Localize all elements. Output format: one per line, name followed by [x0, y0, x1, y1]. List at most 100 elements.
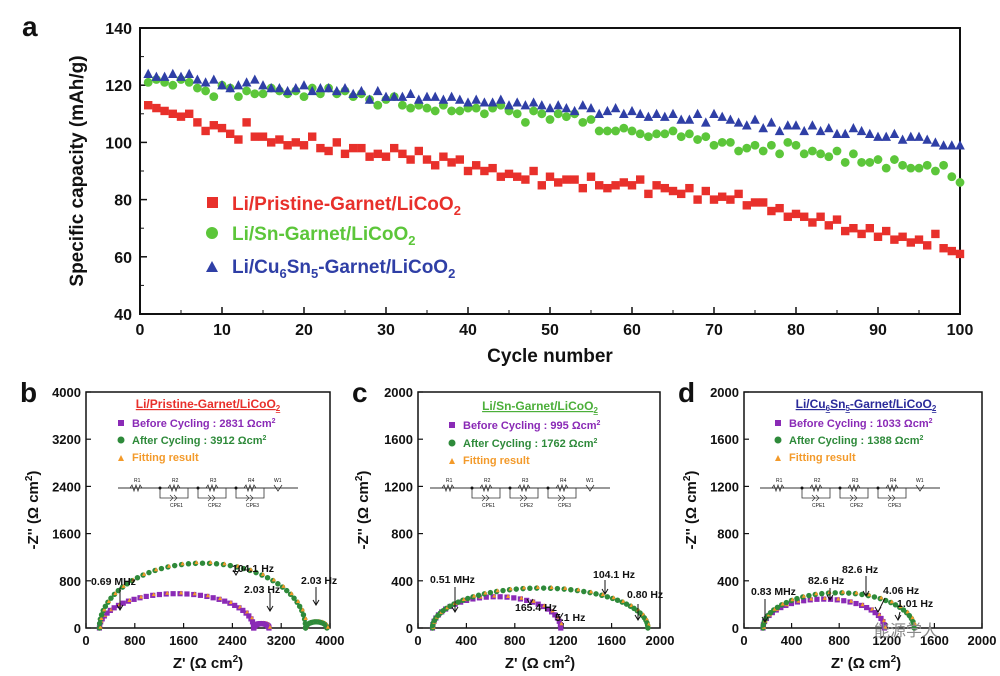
data-point: [558, 625, 564, 631]
circuit-label: R2: [172, 478, 179, 484]
data-point: [562, 175, 571, 184]
frequency-annotation: 82.6 Hz: [842, 564, 878, 576]
annotation-arrowhead: [526, 598, 534, 605]
data-point: [897, 134, 908, 144]
data-point: [856, 125, 867, 136]
data-point: [264, 574, 271, 581]
data-point: [848, 149, 858, 159]
data-point: [627, 105, 637, 116]
fit-point: [801, 593, 806, 598]
data-point: [487, 97, 498, 107]
cpe-branch: [159, 488, 189, 499]
data-point: [741, 120, 752, 130]
data-point: [938, 140, 949, 150]
fit-point: [621, 598, 626, 603]
annotation-arrowhead: [874, 606, 882, 613]
data-point: [766, 140, 776, 150]
fit-point: [249, 615, 255, 620]
data-point: [824, 221, 833, 230]
data-point: [167, 68, 178, 78]
data-point: [405, 88, 416, 98]
data-point: [192, 74, 203, 84]
cpe-symbol: [207, 494, 216, 502]
data-point: [554, 585, 561, 592]
circuit-node: [800, 486, 804, 490]
fit-point: [883, 624, 888, 629]
data-point: [955, 140, 965, 150]
data-point: [373, 100, 383, 110]
circuit-label: R1: [446, 478, 453, 484]
data-point: [578, 117, 588, 127]
data-point: [184, 77, 194, 87]
panel-c-ticks: 0 400 800 1200 1600 2000 0 400 800 1200 1600 2000: [384, 385, 674, 648]
data-point: [299, 80, 309, 90]
data-point: [300, 612, 307, 618]
data-point: [431, 161, 440, 170]
panel-c-eis-chart: c 0 400 800 1200 1600 2000 0 400 800 1200 1600 2000…: [352, 377, 674, 672]
circuit-label: CPE3: [246, 503, 259, 509]
panel-c-frame: [417, 391, 661, 629]
data-point: [783, 599, 790, 606]
resistor-symbol: [479, 483, 493, 493]
y-tick-label: 1600: [384, 432, 413, 447]
data-point: [527, 585, 533, 592]
data-point: [611, 181, 620, 190]
data-point: [911, 625, 917, 631]
y-tick-label: 1600: [710, 432, 739, 447]
data-point: [700, 117, 711, 127]
data-point: [668, 108, 678, 118]
fit-point: [521, 585, 527, 590]
circuit-node: [234, 486, 238, 490]
data-point: [586, 115, 596, 124]
fit-point: [178, 590, 184, 595]
data-point: [791, 209, 801, 219]
fit-point: [325, 624, 331, 629]
circuit-label: CPE2: [850, 503, 863, 509]
data-point: [210, 595, 216, 601]
legend-marker-before: [775, 420, 781, 426]
data-point: [783, 212, 792, 221]
data-point: [250, 89, 260, 99]
data-point: [356, 85, 367, 96]
data-point: [914, 131, 924, 141]
data-point: [556, 618, 562, 624]
legend-marker-after: [117, 436, 125, 444]
data-point: [253, 569, 259, 576]
data-point: [397, 91, 408, 101]
data-point: [430, 106, 440, 116]
fit-point: [165, 590, 170, 595]
data-point: [857, 158, 867, 167]
data-point: [659, 111, 670, 121]
fit-point: [629, 603, 634, 608]
legend-label-before: Before Cycling : 1033 Ωcm2: [789, 418, 933, 430]
fit-point: [646, 622, 651, 627]
series-1: [760, 589, 917, 631]
data-point: [475, 592, 482, 598]
y-tick-label: 800: [59, 574, 81, 589]
data-point: [524, 597, 530, 603]
panel-b-equivalent-circuit: R1 R2 R3 R4 W1 CPE1 CPE2 CPE3: [118, 478, 298, 509]
fit-point: [151, 592, 156, 597]
data-point: [568, 587, 574, 593]
data-point: [569, 105, 580, 116]
data-point: [124, 581, 130, 587]
y-tick-label: 2000: [384, 385, 413, 400]
data-point: [881, 131, 892, 141]
data-point: [553, 109, 563, 119]
fit-point: [905, 609, 910, 614]
data-point: [242, 86, 252, 96]
legend-marker-before: [118, 420, 124, 426]
legend-marker-fit: [449, 458, 455, 464]
data-point: [291, 138, 300, 147]
cpe-branch: [197, 488, 227, 499]
legend-label-before: Before Cycling : 2831 Ωcm2: [132, 418, 276, 430]
panel-c-label: c: [352, 377, 368, 408]
data-point: [660, 129, 670, 139]
data-point: [955, 249, 965, 259]
series-1: [96, 560, 331, 631]
x-tick-label: 400: [456, 633, 478, 648]
data-point: [406, 155, 415, 164]
data-point: [348, 88, 359, 98]
data-point: [134, 574, 141, 581]
x-tick-label: 800: [504, 633, 526, 648]
